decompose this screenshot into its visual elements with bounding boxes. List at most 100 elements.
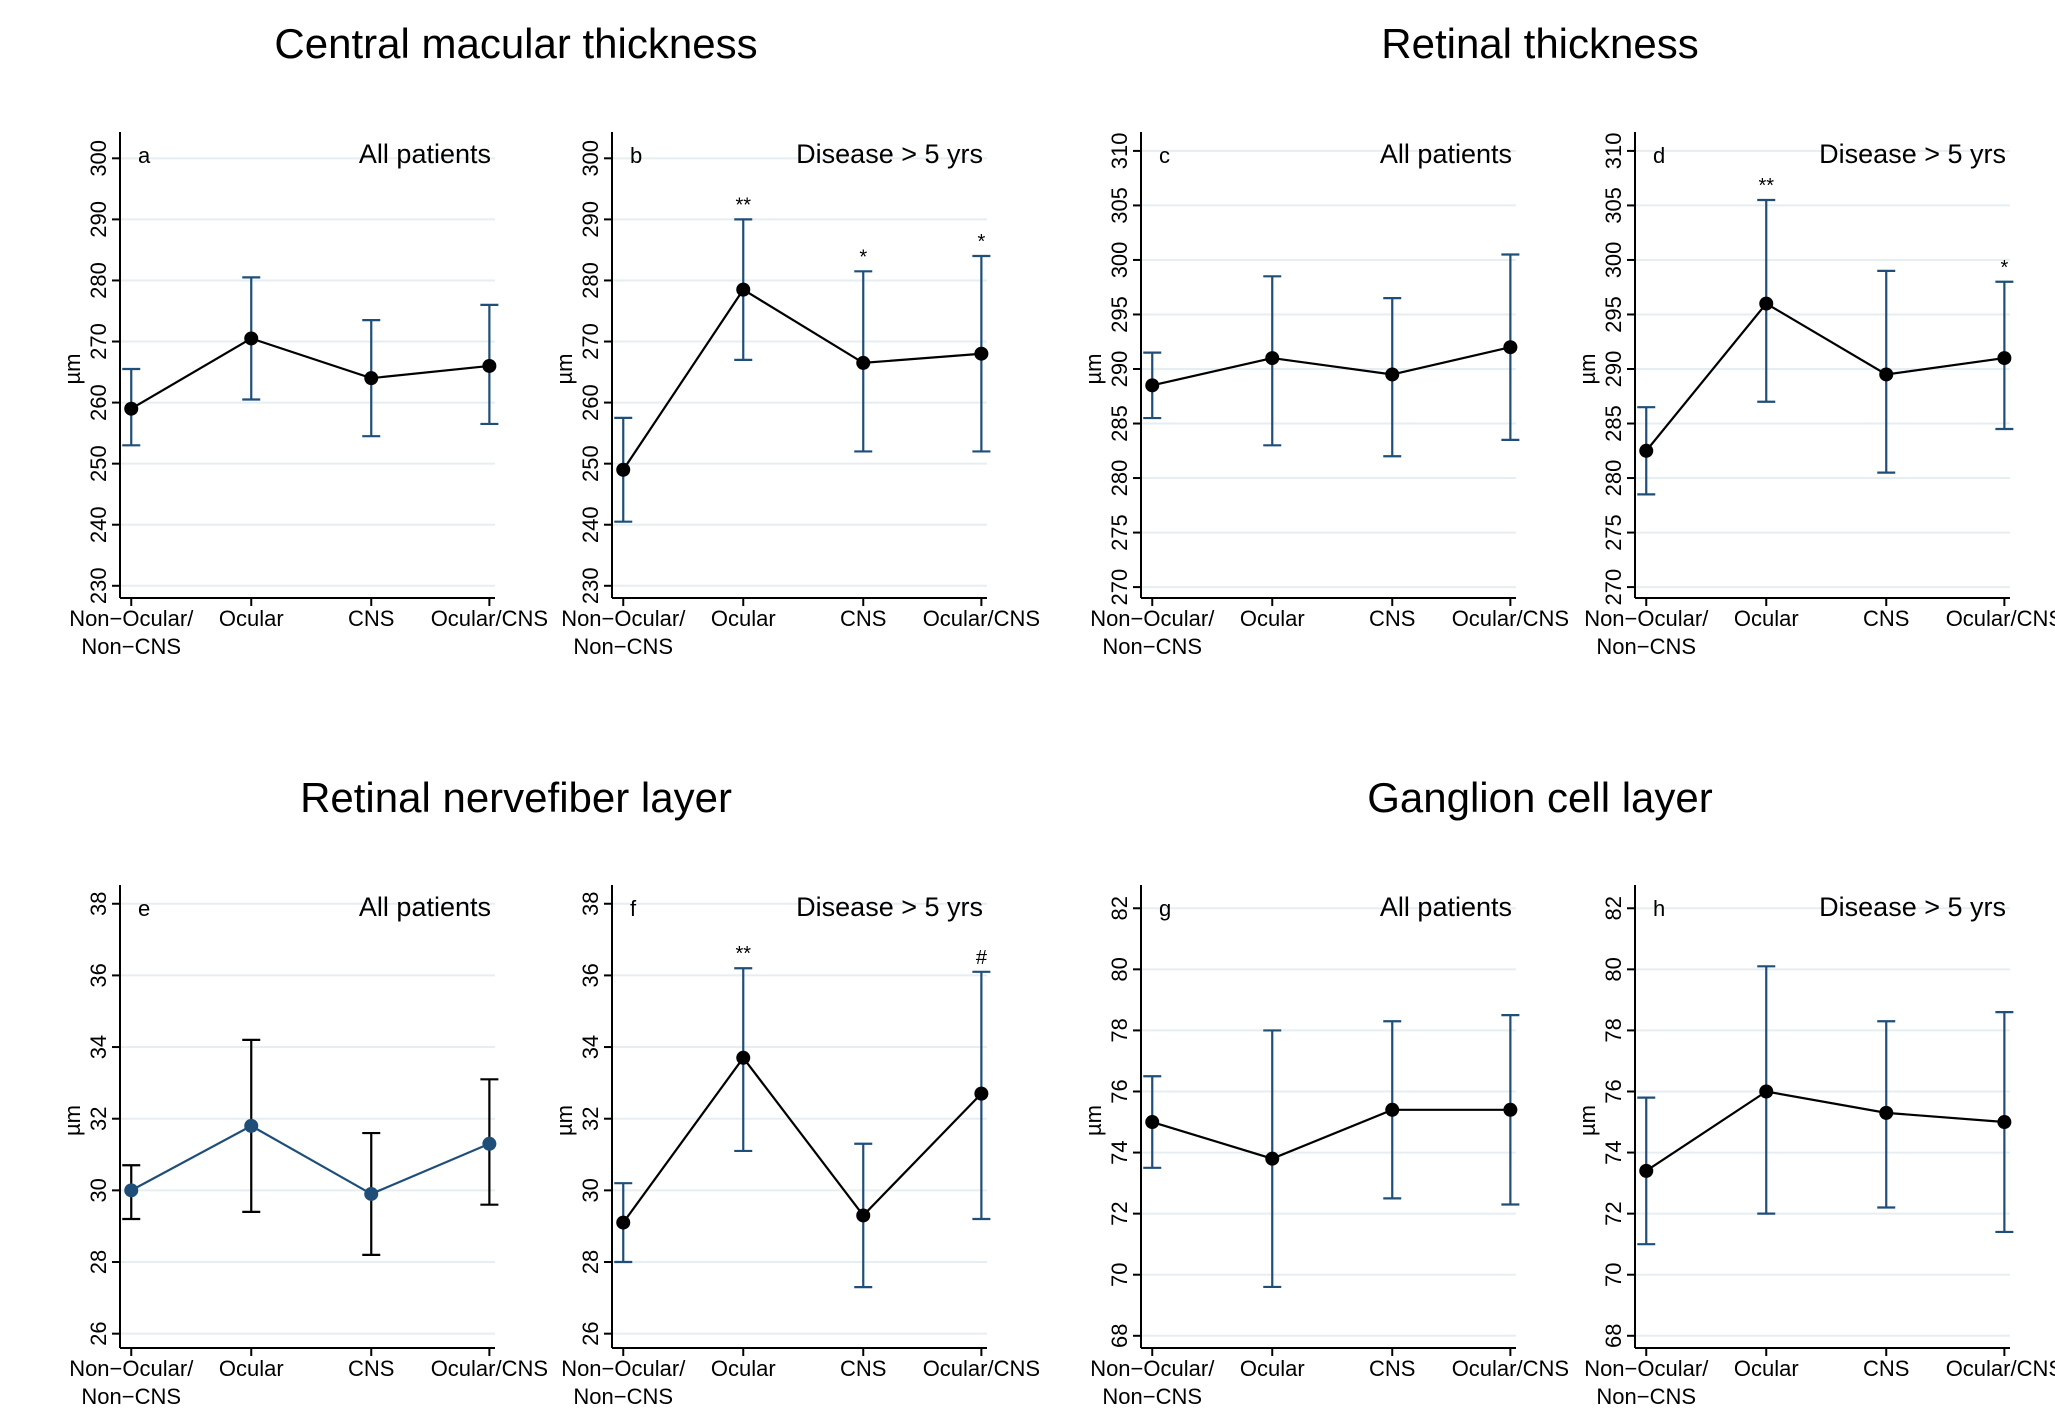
panel-subtitle-g: All patients [1380, 892, 1512, 922]
significance-marker-f-1: ** [735, 943, 751, 965]
x-tick-label-b-0-0: Non−Ocular/ [561, 606, 686, 631]
y-tick-label-d-7: 305 [1601, 187, 1626, 224]
x-tick-label-h-1-0: Ocular [1734, 1356, 1799, 1381]
data-point-f-3 [974, 1086, 989, 1101]
data-point-d-0 [1639, 443, 1654, 458]
y-tick-label-c-7: 305 [1107, 187, 1132, 224]
y-tick-label-g-1: 70 [1107, 1262, 1132, 1286]
y-tick-label-e-0: 26 [86, 1321, 111, 1345]
data-point-g-2 [1385, 1102, 1400, 1117]
y-tick-label-g-2: 72 [1107, 1201, 1132, 1225]
panel-letter-g: g [1159, 896, 1171, 921]
y-tick-label-f-6: 38 [578, 892, 603, 916]
x-tick-label-g-2-0: CNS [1369, 1356, 1415, 1381]
data-point-b-2 [856, 355, 871, 370]
y-tick-label-h-6: 80 [1601, 957, 1626, 981]
y-tick-label-a-0: 230 [86, 567, 111, 604]
x-tick-label-a-0-1: Non−CNS [81, 634, 181, 659]
data-point-b-0 [616, 462, 631, 477]
y-tick-label-b-3: 260 [578, 384, 603, 421]
x-tick-label-d-2-0: CNS [1863, 606, 1909, 631]
data-point-h-2 [1879, 1105, 1894, 1120]
panel-subtitle-d: Disease > 5 yrs [1819, 139, 2006, 169]
y-axis-label-a: µm [60, 353, 85, 384]
y-axis-label-f: µm [552, 1105, 577, 1136]
x-tick-label-d-3-0: Ocular/CNS [1946, 606, 2055, 631]
y-tick-label-b-5: 280 [578, 262, 603, 299]
y-tick-label-a-7: 300 [86, 140, 111, 177]
y-tick-label-g-7: 82 [1107, 896, 1132, 920]
panel-letter-e: e [138, 896, 150, 921]
y-tick-label-h-0: 68 [1601, 1324, 1626, 1348]
panel-letter-f: f [630, 896, 637, 921]
y-tick-label-a-5: 280 [86, 262, 111, 299]
x-tick-label-b-0-1: Non−CNS [573, 634, 673, 659]
data-point-a-2 [364, 371, 379, 386]
x-tick-label-b-2-0: CNS [840, 606, 886, 631]
y-tick-label-c-4: 290 [1107, 351, 1132, 388]
y-tick-label-a-6: 290 [86, 201, 111, 238]
data-point-a-1 [244, 331, 259, 346]
y-tick-label-f-3: 32 [578, 1106, 603, 1130]
x-tick-label-a-0-0: Non−Ocular/ [69, 606, 194, 631]
data-point-c-0 [1145, 378, 1160, 393]
x-tick-label-c-1-0: Ocular [1240, 606, 1305, 631]
group-title-retinal-nervefiber: Retinal nervefiber layer [300, 774, 732, 821]
panel-subtitle-c: All patients [1380, 139, 1512, 169]
y-tick-label-d-5: 295 [1601, 296, 1626, 333]
x-tick-label-b-3-0: Ocular/CNS [923, 606, 1040, 631]
y-tick-label-g-3: 74 [1107, 1140, 1132, 1164]
data-point-f-0 [616, 1215, 631, 1230]
data-point-e-3 [482, 1136, 497, 1151]
panel-h: 68 70 72 74 76 78 80 82 µm Non−Ocular/Non−CNS Ocul… [1575, 885, 2055, 1409]
y-tick-label-d-1: 275 [1601, 514, 1626, 551]
y-tick-label-g-6: 80 [1107, 957, 1132, 981]
x-tick-label-e-3-0: Ocular/CNS [431, 1356, 548, 1381]
series-line-f [622, 1055, 983, 1224]
x-tick-label-e-0-0: Non−Ocular/ [69, 1356, 194, 1381]
series-line-c [1152, 346, 1511, 387]
x-tick-label-h-0-1: Non−CNS [1596, 1384, 1696, 1409]
y-tick-label-h-2: 72 [1601, 1201, 1626, 1225]
group-title-retinal-thickness: Retinal thickness [1381, 20, 1698, 67]
y-tick-label-h-7: 82 [1601, 896, 1626, 920]
x-tick-label-e-2-0: CNS [348, 1356, 394, 1381]
y-tick-label-c-2: 280 [1107, 460, 1132, 497]
series-line-g [1151, 1108, 1511, 1160]
x-tick-label-h-3-0: Ocular/CNS [1946, 1356, 2055, 1381]
y-axis-label-h: µm [1575, 1105, 1600, 1136]
y-tick-label-a-3: 260 [86, 384, 111, 421]
y-tick-label-e-2: 30 [86, 1178, 111, 1202]
y-tick-label-f-1: 28 [578, 1250, 603, 1274]
panel-subtitle-e: All patients [359, 892, 491, 922]
y-tick-label-g-5: 78 [1107, 1018, 1132, 1042]
data-point-d-2 [1879, 367, 1894, 382]
x-tick-label-f-2-0: CNS [840, 1356, 886, 1381]
significance-marker-f-3: # [976, 947, 988, 969]
x-tick-label-f-0-0: Non−Ocular/ [561, 1356, 686, 1381]
y-axis-label-b: µm [552, 353, 577, 384]
data-point-g-1 [1265, 1151, 1280, 1166]
panel-a: 230 240 250 260 270 280 290 300 µm Non−Ocular/Non… [60, 132, 548, 659]
significance-marker-b-1: ** [735, 194, 751, 216]
data-point-d-3 [1997, 351, 2012, 366]
panels-container: 230 240 250 260 270 280 290 300 µm Non−Ocular/Non… [60, 132, 2055, 1409]
y-tick-label-e-5: 36 [86, 963, 111, 987]
y-tick-label-f-0: 26 [578, 1321, 603, 1345]
x-tick-label-e-0-1: Non−CNS [81, 1384, 181, 1409]
data-point-f-2 [856, 1208, 871, 1223]
x-tick-label-g-0-1: Non−CNS [1102, 1384, 1202, 1409]
y-tick-label-h-5: 78 [1601, 1018, 1626, 1042]
group-title-central-macular: Central macular thickness [274, 20, 757, 67]
panel-d: 270 275 280 285 290 295 300 305 310 µm Non−Ocular/… [1575, 132, 2055, 659]
x-tick-label-d-1-0: Ocular [1734, 606, 1799, 631]
y-tick-label-f-5: 36 [578, 963, 603, 987]
y-tick-label-e-4: 34 [86, 1035, 111, 1059]
data-point-c-2 [1385, 367, 1400, 382]
panel-f: 26 28 30 32 34 36 38 µm Non−Ocular/Non−CNS Ocular… [552, 885, 1040, 1409]
series-line-b [622, 288, 982, 471]
panel-b: 230 240 250 260 270 280 290 300 µm Non−Ocular/Non… [552, 132, 1040, 659]
y-tick-label-f-2: 30 [578, 1178, 603, 1202]
y-tick-label-f-4: 34 [578, 1035, 603, 1059]
y-tick-label-b-7: 300 [578, 140, 603, 177]
